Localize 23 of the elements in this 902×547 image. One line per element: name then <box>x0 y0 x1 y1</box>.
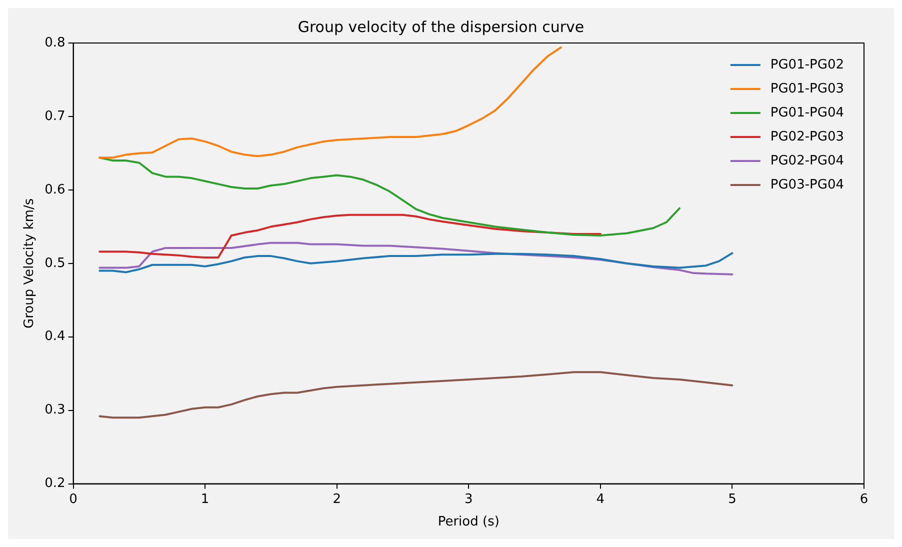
y-axis-title: Group Velocity km/s <box>22 198 38 328</box>
x-axis-title: Period (s) <box>438 514 500 530</box>
x-tick-label: 3 <box>464 492 473 507</box>
legend-label: PG02-PG04 <box>770 153 844 168</box>
legend-label: PG01-PG02 <box>770 57 844 72</box>
x-tick-label: 1 <box>200 492 210 507</box>
y-tick-label: 0.2 <box>44 476 66 492</box>
legend-label: PG02-PG03 <box>770 129 844 144</box>
y-tick-label: 0.7 <box>44 108 66 124</box>
y-tick-label: 0.3 <box>44 402 66 418</box>
x-tick-label: 5 <box>728 492 736 507</box>
legend-label: PG03-PG04 <box>770 177 844 192</box>
x-tick-label: 4 <box>596 492 605 507</box>
legend-label: PG01-PG04 <box>770 105 844 120</box>
x-tick-label: 0 <box>69 492 78 507</box>
chart-title: Group velocity of the dispersion curve <box>298 18 584 36</box>
x-tick-label: 2 <box>332 492 341 507</box>
y-tick-label: 0.4 <box>44 329 66 344</box>
y-tick-label: 0.5 <box>44 256 66 271</box>
y-tick-label: 0.8 <box>44 35 66 50</box>
legend-label: PG01-PG03 <box>770 81 844 96</box>
y-tick-label: 0.6 <box>44 182 66 198</box>
x-tick-label: 6 <box>860 492 868 507</box>
